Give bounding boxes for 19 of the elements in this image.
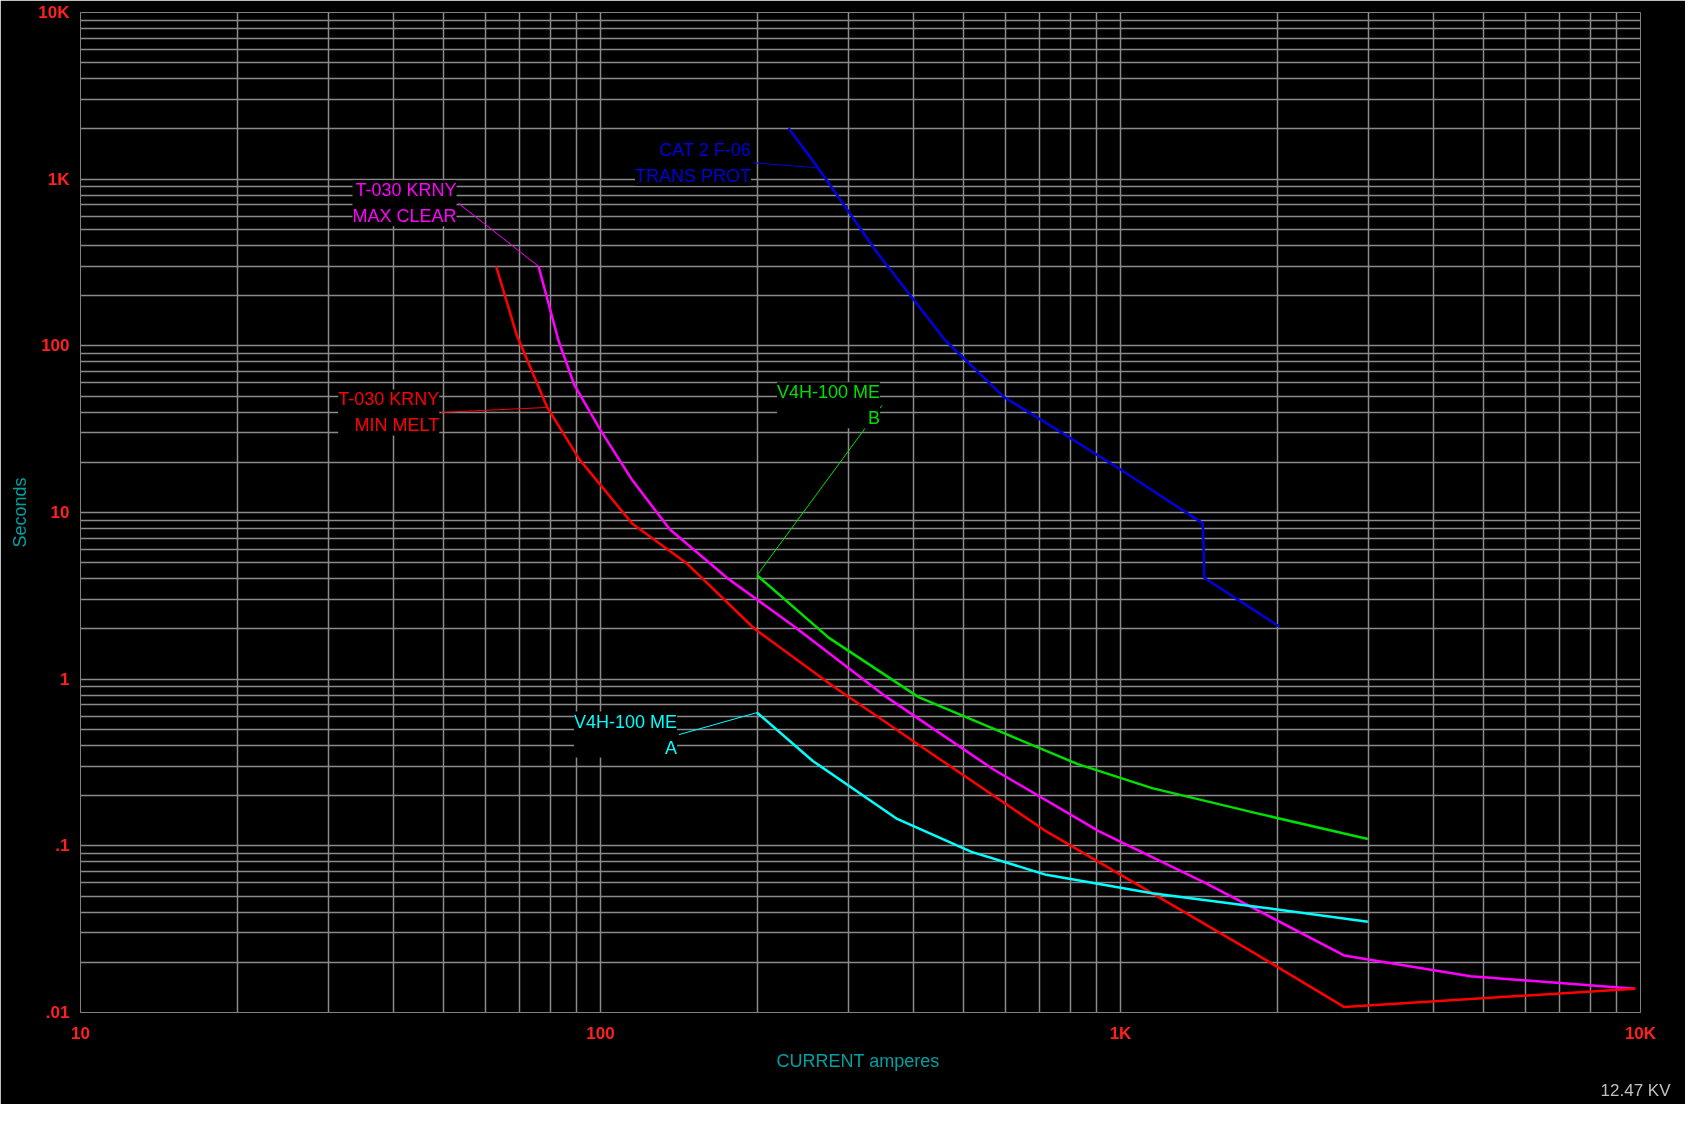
y-tick-label: 1 — [60, 669, 70, 689]
text: V4H-100 ME B — [776, 382, 881, 429]
y-tick-label: 100 — [41, 336, 70, 356]
y-tick-label: 1K — [47, 169, 71, 189]
legend-label: V4H-100 ME A — [573, 711, 678, 758]
text: T-030 KRNY MIN MELT — [338, 389, 440, 436]
x-tick-label: 100 — [586, 1023, 615, 1043]
y-tick-label: .1 — [55, 836, 70, 856]
x-tick-label: 10 — [71, 1023, 90, 1043]
y-tick-label: 10K — [38, 3, 71, 22]
y-axis-title: Seconds — [10, 477, 31, 548]
y-tick-label: 10 — [50, 503, 70, 522]
legend-label: CAT 2 F-06 TRANS PROT — [635, 139, 752, 186]
x-tick-label: 1K — [1109, 1023, 1133, 1043]
x-axis-title: CURRENT amperes — [776, 1050, 940, 1071]
text: T-030 KRNY MAX CLEAR — [352, 180, 457, 227]
y-tick-label: .01 — [45, 1003, 70, 1022]
text: 12.47 KV — [1600, 1080, 1672, 1100]
x-tick-label: 10K — [1624, 1023, 1657, 1043]
